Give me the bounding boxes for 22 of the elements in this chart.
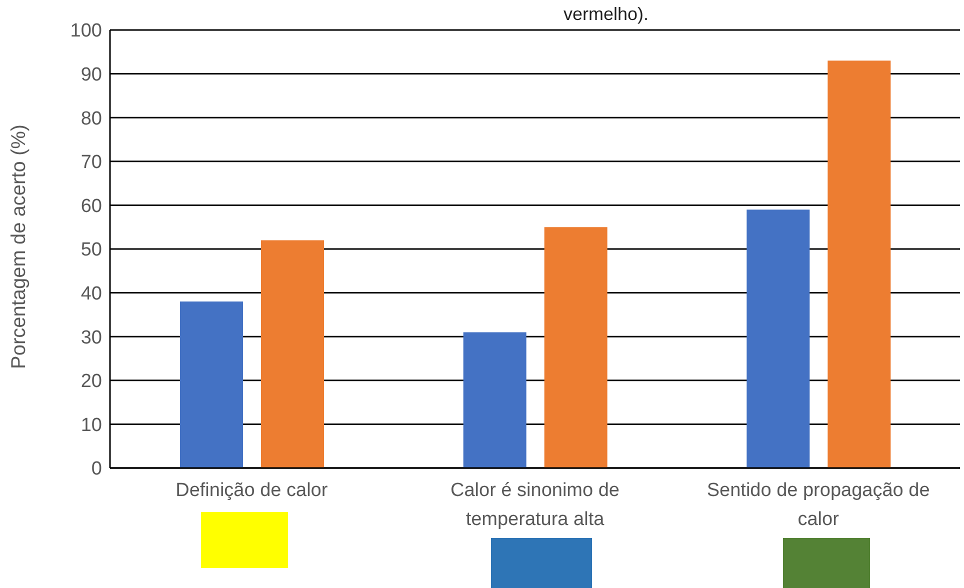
bar [180,302,243,468]
x-tick-label: Sentido de propagação de calor [706,480,930,530]
y-tick-label: 50 [80,240,102,261]
y-tick-label: 90 [80,64,102,86]
x-tick-label: Calor é sinonimo de temperatura alta [450,480,620,530]
y-tick-label: 60 [80,196,102,217]
bar [463,332,526,468]
y-tick-label: 40 [80,284,102,305]
chart-title: vermelho). [563,4,649,24]
bar [828,60,891,468]
y-tick-label: 80 [80,108,102,130]
y-axis-title: Porcentagem de acerto (%) [8,124,30,369]
y-tick-label: 0 [91,458,102,480]
bar [261,240,324,468]
x-tick-label: Definição de calor [176,480,328,501]
bar [544,227,608,468]
y-tick-label: 30 [80,327,102,348]
y-tick-label: 20 [80,371,102,392]
y-tick-label: 70 [80,152,102,174]
y-tick-label: 100 [70,20,102,42]
bar [746,210,810,468]
y-tick-label: 10 [80,414,102,436]
